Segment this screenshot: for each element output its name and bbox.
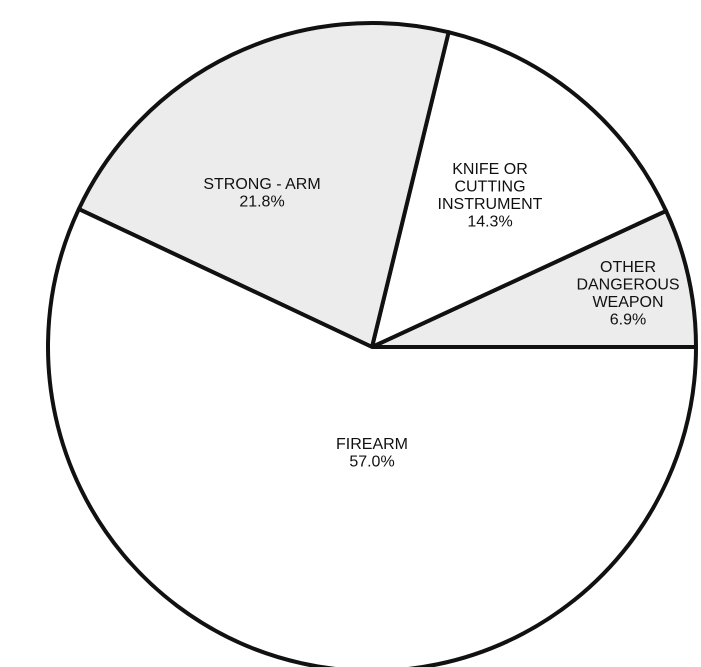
slice-label: KNIFE OR bbox=[452, 161, 528, 178]
slice-label: CUTTING bbox=[454, 179, 525, 196]
slice-label: OTHER bbox=[600, 259, 656, 276]
slice-label: DANGEROUS bbox=[576, 277, 679, 294]
value-label: 14.3% bbox=[467, 214, 512, 231]
slice-label: INSTRUMENT bbox=[438, 196, 543, 213]
pie-slice bbox=[76, 21, 451, 349]
value-label: 57.0% bbox=[349, 454, 394, 471]
slice-label: STRONG - ARM bbox=[203, 176, 320, 193]
value-label: 6.9% bbox=[610, 312, 646, 329]
value-label: 21.8% bbox=[239, 194, 284, 211]
pie-slice bbox=[370, 208, 698, 349]
slice-label: FIREARM bbox=[336, 436, 408, 453]
pie-slice bbox=[370, 30, 669, 349]
pie-slice bbox=[46, 207, 698, 667]
slice-label: WEAPON bbox=[592, 294, 663, 311]
